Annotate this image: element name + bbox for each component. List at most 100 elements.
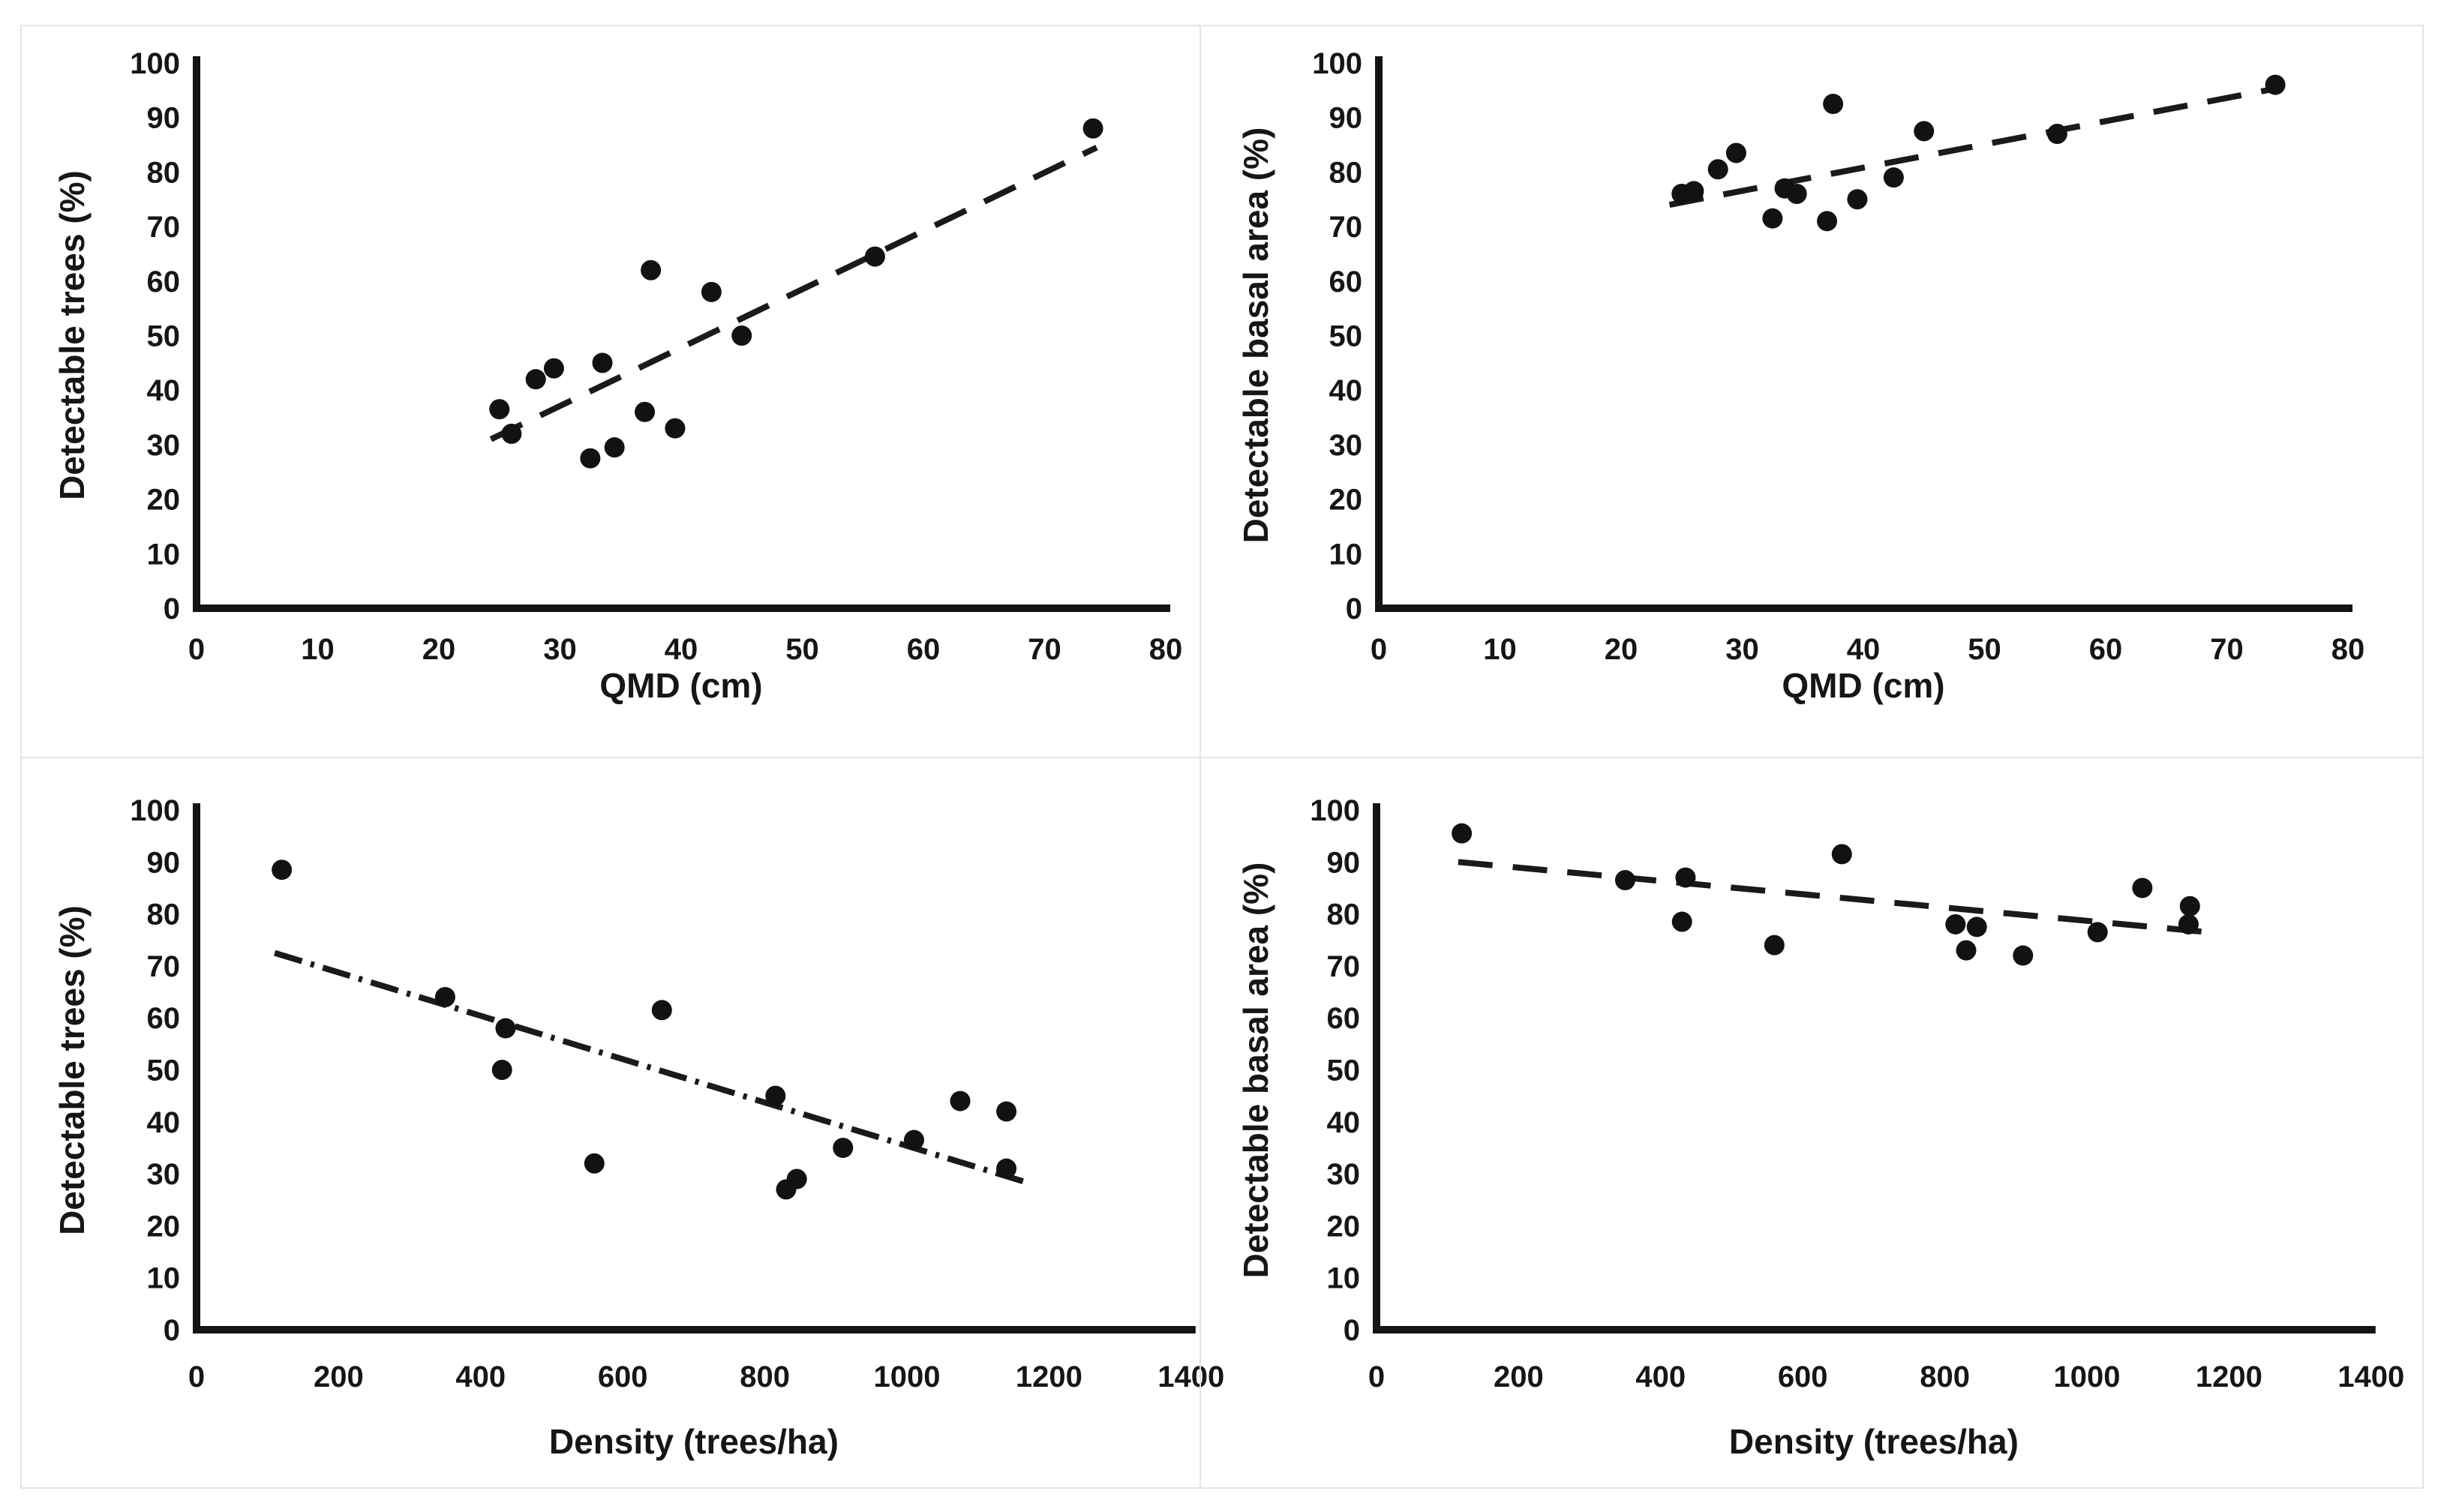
x-axis-title: Density (trees/ha) [1729,1422,2019,1461]
x-tick-label: 600 [598,1360,648,1394]
data-point [1764,934,1785,956]
trend-line [489,145,1098,442]
y-tick-label: 40 [1329,374,1363,407]
x-tick-label: 50 [1968,633,2001,666]
panel-top-left: 0 10 20 30 40 50 60 70 80 0 10 20 30 40 50 60 70 80 90 100 Q… [53,47,1182,705]
y-tick-label: 60 [1329,266,1363,298]
x-tick-label: 80 [2331,633,2365,666]
y-axis-title: Detectable trees (%) [53,905,92,1235]
data-point [1762,208,1783,229]
data-point [501,423,522,444]
y-tick-label: 90 [1329,102,1363,135]
y-tick-label: 80 [147,156,181,189]
data-point [1945,914,1966,934]
panel-bottom-left: 0 200 400 600 800 1000 1200 1400 0 10 20 30 40 50 60 70… [53,794,1224,1461]
data-point [996,1158,1017,1179]
data-point [665,418,686,439]
y-tick-label: 20 [147,1210,181,1243]
y-tick-label: 80 [147,898,181,932]
y-tick-label: 50 [1329,320,1363,353]
y-tick-label: 70 [1327,950,1361,983]
data-point [580,448,601,469]
y-tick-label: 50 [1327,1054,1361,1088]
x-tick-label: 20 [1605,633,1638,666]
data-point [495,1018,516,1039]
y-tick-label: 0 [1346,592,1362,626]
y-tick-label: 50 [147,320,181,353]
y-tick-label: 60 [147,266,181,298]
panel-divider-horizontal [20,757,2424,758]
y-tick-label: 80 [1329,156,1363,189]
y-tick-label: 40 [1327,1106,1361,1139]
x-tick-label: 0 [188,1360,205,1394]
data-point [1614,870,1635,891]
trend-line [274,950,1025,1185]
x-tick-label: 80 [1149,633,1183,666]
x-tick-label: 200 [314,1360,364,1394]
y-tick-label: 40 [147,374,181,407]
data-point [2265,74,2286,95]
y-tick-label: 90 [1327,846,1361,879]
y-tick-label: 20 [147,484,181,517]
data-point [1452,823,1473,844]
y-tick-label: 20 [1327,1210,1361,1243]
data-point [635,401,656,422]
x-axis-title: QMD (cm) [1782,666,1944,705]
data-point [2179,896,2200,916]
data-point [592,352,613,374]
data-point [950,1090,971,1112]
y-tick-label: 30 [147,1158,181,1191]
x-tick-label: 10 [301,633,335,666]
data-point [701,281,722,302]
data-point [996,1101,1017,1122]
y-tick-label: 20 [1329,484,1363,517]
data-point [903,1130,924,1150]
data-point [786,1168,807,1190]
data-point [1847,189,1868,210]
x-tick-label: 1000 [874,1360,941,1394]
x-tick-label: 40 [665,633,698,666]
y-tick-label: 70 [147,950,181,983]
y-tick-label: 90 [147,102,181,135]
x-axis-title: Density (trees/ha) [549,1422,839,1461]
y-tick-label: 10 [147,1262,181,1295]
x-tick-label: 1200 [2196,1360,2262,1394]
y-axis-title: Detectable trees (%) [53,170,92,500]
data-point [1082,118,1103,139]
y-tick-label: 70 [1329,211,1363,244]
data-point [1683,181,1704,202]
data-point [525,369,546,390]
x-tick-label: 0 [1371,633,1387,666]
data-point [2178,914,2199,934]
x-tick-label: 50 [785,633,819,666]
data-point [1831,844,1852,865]
x-tick-label: 1000 [2054,1360,2121,1394]
y-tick-label: 70 [147,211,181,244]
x-tick-label: 40 [1847,633,1881,666]
y-tick-label: 10 [1327,1262,1361,1295]
data-point [1883,167,1904,188]
y-tick-label: 80 [1327,898,1361,932]
y-tick-label: 10 [1329,538,1363,571]
data-point [1786,183,1807,204]
y-tick-label: 90 [147,846,181,879]
x-tick-label: 30 [1725,633,1759,666]
data-point [1914,121,1935,142]
y-tick-label: 60 [1327,1002,1361,1035]
x-tick-label: 70 [2210,633,2244,666]
x-tick-label: 0 [188,633,205,666]
x-tick-label: 20 [422,633,456,666]
data-point [1823,94,1844,115]
data-point [272,860,293,880]
data-point [491,1060,512,1080]
trend-line [1668,84,2282,208]
data-point [1966,916,1987,938]
x-tick-label: 200 [1494,1360,1544,1394]
x-tick-label: 10 [1483,633,1517,666]
x-tick-label: 60 [907,633,941,666]
x-tick-label: 400 [1635,1360,1686,1394]
x-tick-label: 0 [1368,1360,1385,1394]
y-tick-label: 0 [164,1314,180,1347]
